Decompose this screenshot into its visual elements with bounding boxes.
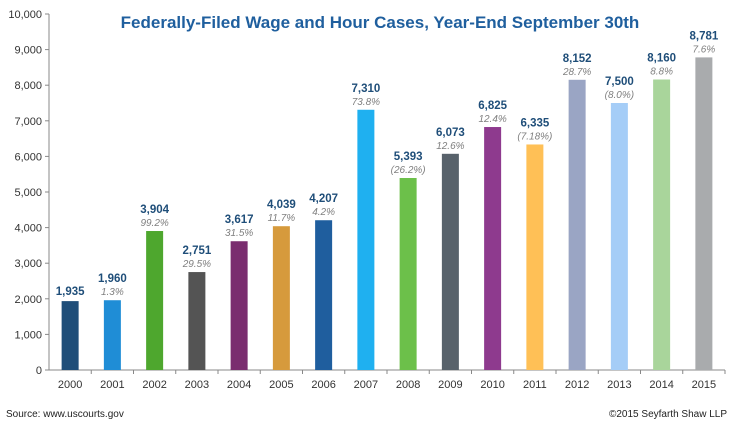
x-axis-ticks: 2000 2001 2002 2003 2004 2005 2006 2007 2008 2009… [58,370,726,391]
value-label-2012: 8,152 [563,53,592,65]
chart-title: Federally-Filed Wage and Hour Cases, Yea… [121,13,640,32]
copyright-note: ©2015 Seyfarth Shaw LLP [609,409,727,420]
value-label-2000: 1,935 [56,286,85,298]
value-label-2002: 3,904 [140,204,169,216]
change-label-2007: 73.8% [352,97,380,108]
x-tick-label-2006: 2006 [311,379,335,391]
value-label-2014: 8,160 [647,53,676,65]
bar-2008 [399,178,417,370]
bar-2011 [526,144,544,370]
x-tick-label-2007: 2007 [354,379,378,391]
value-label-2008: 5,393 [394,151,423,163]
value-label-2007: 7,310 [351,83,380,95]
y-axis-ticks: 0 1,000 2,000 3,000 4,000 5,000 6,000 7,000 8,00… [8,9,49,377]
bar-2015 [695,57,713,371]
bar-2007 [357,109,375,370]
bar-2004 [230,241,248,370]
bar-2002 [146,231,164,370]
x-tick-label-2000: 2000 [58,379,82,391]
value-label-2006: 4,207 [309,193,338,205]
x-tick-label-2013: 2013 [607,379,631,391]
y-tick-label: 7,000 [14,116,42,128]
y-tick-label: 3,000 [14,258,42,270]
change-label-2001: 1.3% [101,287,124,298]
bar-chart: Federally-Filed Wage and Hour Cases, Yea… [8,9,726,391]
value-label-2005: 4,039 [267,199,296,211]
x-tick-label-2008: 2008 [396,379,420,391]
change-label-2010: 12.4% [478,114,506,125]
value-label-2010: 6,825 [478,100,507,112]
change-label-2002: 99.2% [140,218,168,229]
bars-group [61,57,713,371]
x-tick-label-2003: 2003 [185,379,209,391]
bar-2012 [568,79,586,370]
bar-2009 [441,153,459,370]
value-labels-group: 1,935 1,960 1.3% 3,904 99.2% 2,751 29.5% 3,617 3… [56,30,719,298]
y-tick-label: 2,000 [14,294,42,306]
change-label-2003: 29.5% [182,259,211,270]
x-tick-label-2005: 2005 [269,379,293,391]
change-label-2008: (26.2%) [391,165,426,176]
change-label-2011: (7.18%) [517,131,552,142]
x-tick-label-2012: 2012 [565,379,589,391]
bar-2013 [610,103,628,370]
bar-2010 [484,127,502,370]
change-label-2004: 31.5% [225,228,253,239]
x-tick-label-2004: 2004 [227,379,251,391]
y-tick-label: 5,000 [14,187,42,199]
value-label-2003: 2,751 [182,245,211,257]
x-tick-label-2011: 2011 [523,379,547,391]
x-tick-label-2014: 2014 [649,379,673,391]
value-label-2015: 8,781 [689,30,718,42]
value-label-2001: 1,960 [98,273,127,285]
change-label-2012: 28.7% [562,67,591,78]
change-label-2015: 7.6% [692,44,715,55]
y-tick-label: 6,000 [14,151,42,163]
y-tick-label: 4,000 [14,223,42,235]
change-label-2013: (8.0%) [605,90,634,101]
bar-2014 [653,79,671,370]
source-note: Source: www.uscourts.gov [6,409,124,420]
x-tick-label-2009: 2009 [438,379,462,391]
value-label-2013: 7,500 [605,76,634,88]
change-label-2006: 4.2% [312,207,335,218]
x-tick-label-2001: 2001 [100,379,124,391]
x-tick-label-2002: 2002 [142,379,166,391]
value-label-2004: 3,617 [225,214,254,226]
bar-2003 [188,272,206,370]
x-tick-label-2015: 2015 [692,379,716,391]
value-label-2009: 6,073 [436,127,465,139]
x-tick-label-2010: 2010 [480,379,504,391]
change-label-2005: 11.7% [268,213,296,224]
bar-2000 [61,301,79,370]
bar-2005 [272,226,290,370]
y-tick-label: 8,000 [14,80,42,92]
change-label-2014: 8.8% [650,67,673,78]
y-tick-label: 0 [36,365,42,377]
bar-2006 [315,220,333,370]
bar-2001 [103,300,121,370]
change-label-2009: 12.6% [436,141,464,152]
y-tick-label: 1,000 [14,329,42,341]
value-label-2011: 6,335 [520,117,549,129]
y-tick-label: 10,000 [8,9,42,21]
y-tick-label: 9,000 [14,45,42,57]
